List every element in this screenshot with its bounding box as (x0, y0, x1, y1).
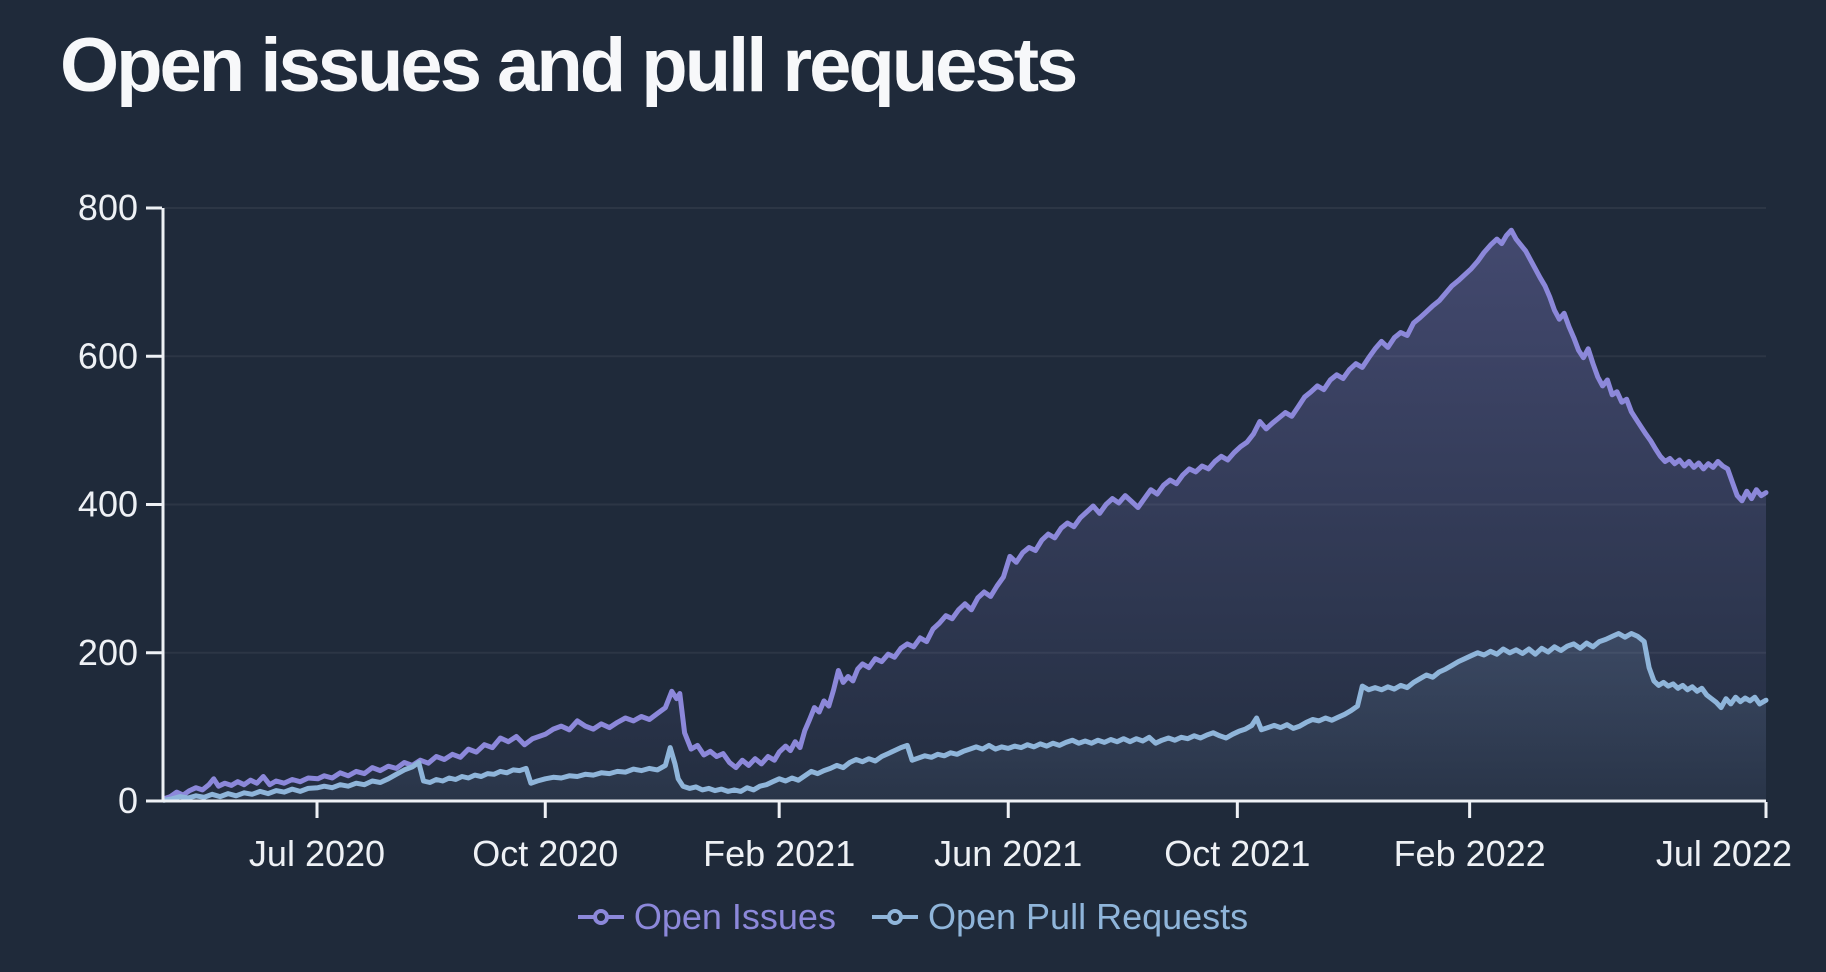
series-open-pull-requests-area (164, 633, 1766, 801)
y-tick-label: 400 (78, 484, 138, 525)
legend-item-open-pull-requests[interactable]: Open Pull Requests (871, 896, 1249, 938)
legend-label-open-issues: Open Issues (633, 896, 836, 937)
legend-label-open-pull-requests: Open Pull Requests (927, 896, 1249, 937)
x-tick-label: Jul 2022 (1656, 833, 1792, 874)
chart-title: Open issues and pull requests (60, 23, 1078, 108)
legend-item-open-issues[interactable]: Open Issues (577, 896, 836, 938)
x-tick-label: Jul 2020 (249, 833, 385, 874)
legend-marker-open-issues-icon (577, 909, 624, 925)
y-tick-label: 600 (78, 335, 138, 376)
legend-marker-open-pull-requests-icon (871, 909, 918, 925)
x-tick-label: Feb 2021 (703, 833, 855, 874)
y-tick-label: 0 (118, 780, 138, 821)
x-tick-label: Jun 2021 (934, 833, 1082, 874)
y-tick-label: 800 (78, 187, 138, 228)
series-open-issues-area (164, 230, 1766, 801)
series-open-issues-line (161, 227, 1769, 802)
x-tick-label: Oct 2021 (1164, 833, 1310, 874)
y-tick-label: 200 (78, 632, 138, 673)
series-open-pull-requests-line (161, 631, 1769, 803)
x-tick-label: Feb 2022 (1394, 833, 1546, 874)
x-tick-label: Oct 2020 (472, 833, 618, 874)
axis-line (161, 208, 1766, 803)
chart-legend: Open Issues Open Pull Requests (0, 896, 1826, 938)
